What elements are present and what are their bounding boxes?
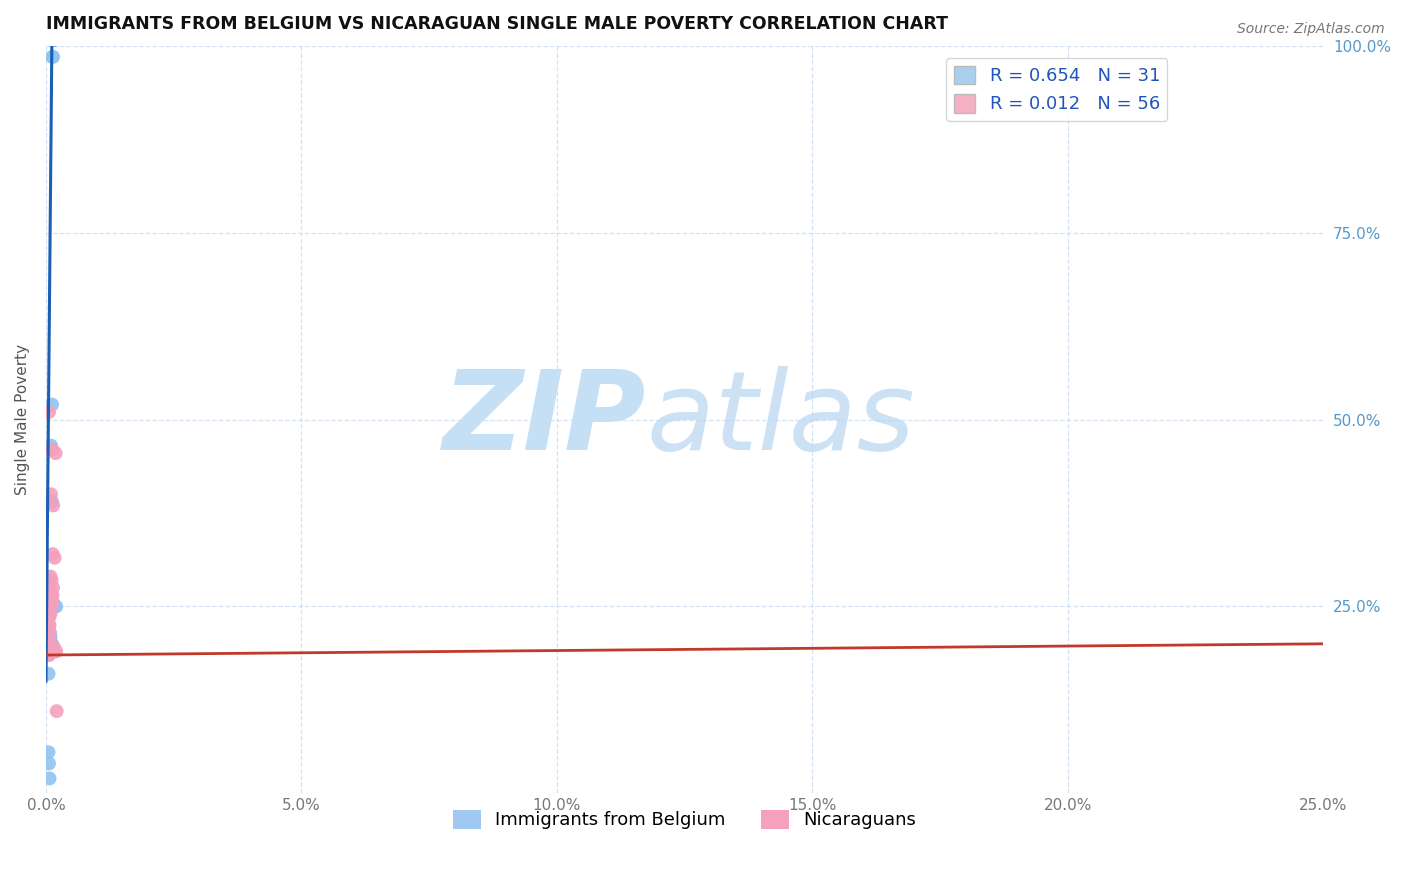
Point xyxy=(41,644,63,658)
Point xyxy=(38,644,60,658)
Point xyxy=(38,607,60,621)
Point xyxy=(39,599,62,614)
Point xyxy=(41,637,63,651)
Point xyxy=(44,599,66,614)
Point xyxy=(39,596,62,610)
Point xyxy=(38,745,60,759)
Point xyxy=(38,666,60,681)
Point xyxy=(38,640,60,655)
Point xyxy=(42,50,65,64)
Point xyxy=(39,569,62,583)
Point xyxy=(38,629,60,643)
Point xyxy=(38,637,60,651)
Point xyxy=(38,629,60,643)
Point xyxy=(39,603,62,617)
Point xyxy=(39,644,62,658)
Point xyxy=(41,596,63,610)
Point xyxy=(38,599,60,614)
Point xyxy=(38,772,60,786)
Point xyxy=(39,625,62,640)
Point xyxy=(38,648,60,662)
Point xyxy=(38,625,60,640)
Point xyxy=(42,499,65,513)
Point xyxy=(39,637,62,651)
Point xyxy=(41,547,63,561)
Point xyxy=(38,610,60,624)
Point xyxy=(38,644,60,658)
Point xyxy=(38,640,60,655)
Point xyxy=(38,625,60,640)
Point xyxy=(38,633,60,648)
Point xyxy=(38,644,60,658)
Point xyxy=(42,599,65,614)
Point xyxy=(38,633,60,648)
Point xyxy=(38,610,60,624)
Point xyxy=(39,487,62,501)
Point xyxy=(42,581,65,595)
Point xyxy=(41,398,63,412)
Point xyxy=(38,640,60,655)
Point xyxy=(39,588,62,602)
Point xyxy=(39,588,62,602)
Point xyxy=(41,588,63,602)
Point xyxy=(44,599,66,614)
Point xyxy=(39,607,62,621)
Point xyxy=(38,584,60,599)
Point xyxy=(38,618,60,632)
Point xyxy=(39,640,62,655)
Point xyxy=(38,591,60,606)
Point xyxy=(44,644,66,658)
Text: IMMIGRANTS FROM BELGIUM VS NICARAGUAN SINGLE MALE POVERTY CORRELATION CHART: IMMIGRANTS FROM BELGIUM VS NICARAGUAN SI… xyxy=(46,15,948,33)
Legend: Immigrants from Belgium, Nicaraguans: Immigrants from Belgium, Nicaraguans xyxy=(446,803,924,837)
Point xyxy=(38,644,60,658)
Text: ZIP: ZIP xyxy=(443,366,647,473)
Point xyxy=(42,596,65,610)
Point xyxy=(38,648,60,662)
Point xyxy=(38,603,60,617)
Point xyxy=(38,405,60,419)
Point xyxy=(39,644,62,658)
Point xyxy=(45,446,67,460)
Point xyxy=(38,618,60,632)
Point xyxy=(41,637,63,651)
Point xyxy=(38,618,60,632)
Point xyxy=(45,704,67,718)
Point xyxy=(38,637,60,651)
Point xyxy=(41,574,63,588)
Point xyxy=(45,599,67,614)
Point xyxy=(38,629,60,643)
Text: Source: ZipAtlas.com: Source: ZipAtlas.com xyxy=(1237,22,1385,37)
Point xyxy=(39,591,62,606)
Point xyxy=(39,629,62,643)
Point xyxy=(39,591,62,606)
Point xyxy=(38,640,60,655)
Point xyxy=(41,495,63,509)
Point xyxy=(39,439,62,453)
Point xyxy=(42,644,65,658)
Point xyxy=(41,442,63,457)
Point xyxy=(38,633,60,648)
Point xyxy=(39,596,62,610)
Point xyxy=(39,640,62,655)
Point xyxy=(44,640,66,655)
Point xyxy=(44,550,66,565)
Point xyxy=(41,50,63,64)
Y-axis label: Single Male Poverty: Single Male Poverty xyxy=(15,344,30,495)
Point xyxy=(38,644,60,658)
Point xyxy=(41,596,63,610)
Point xyxy=(39,588,62,602)
Text: atlas: atlas xyxy=(647,366,915,473)
Point xyxy=(45,644,67,658)
Point xyxy=(41,599,63,614)
Point xyxy=(41,596,63,610)
Point xyxy=(38,756,60,771)
Point xyxy=(38,607,60,621)
Point xyxy=(41,596,63,610)
